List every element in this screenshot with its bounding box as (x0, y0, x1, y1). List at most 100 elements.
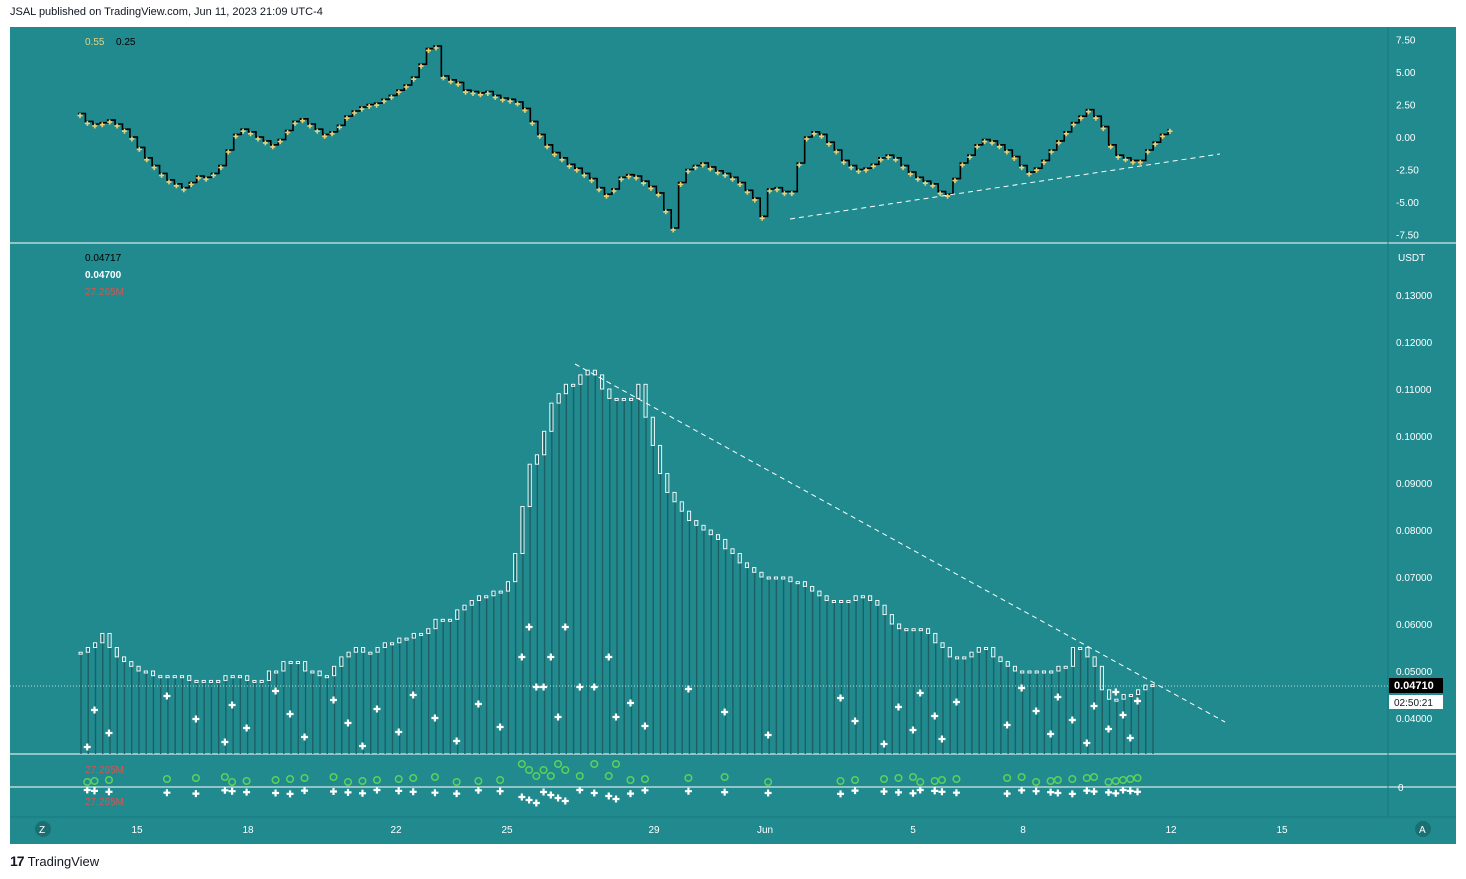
candle-body (513, 553, 518, 583)
oscillator-marker (826, 141, 832, 147)
cross-marker (83, 743, 91, 751)
candle-body (122, 656, 127, 663)
oscillator-marker (878, 157, 884, 163)
candle-body (962, 656, 967, 660)
candle-body (295, 661, 300, 665)
time-axis[interactable]: 15 18 22 25 29 Jun 5 8 12 15 (131, 825, 1288, 836)
volume-circle (329, 772, 338, 782)
main-y-tick-5: 0.08000 (1396, 526, 1433, 537)
candle-body (875, 600, 880, 606)
cross-marker (1090, 788, 1098, 795)
candle-body (585, 369, 590, 376)
volume-legend: 27.265M (85, 287, 124, 298)
candle-body (1114, 698, 1119, 702)
volume-circle (228, 777, 237, 787)
cross-marker (1047, 730, 1055, 738)
main-y-axis[interactable]: 0.13000 0.12000 0.11000 0.10000 0.09000 0.080… (1396, 291, 1433, 725)
volume-circle (764, 777, 773, 787)
candle-body (868, 595, 873, 601)
last-price-tag-text: 0.04710 (1394, 680, 1434, 692)
volume-circle (496, 775, 505, 785)
oscillator-marker (1123, 157, 1129, 163)
volume-circle (300, 773, 309, 783)
cross-marker (605, 792, 613, 800)
chart-canvas[interactable]: 7.505.002.500.00-2.50-5.00-7.50 0.130000… (10, 27, 1456, 844)
auto-scale-button-label: A (1419, 825, 1426, 836)
oscillator-marker (1034, 167, 1040, 173)
candle-body (1063, 665, 1068, 669)
volume-circle (590, 759, 599, 769)
auto-scale-button[interactable] (1415, 821, 1431, 837)
oscillator-marker (1019, 165, 1025, 171)
top-y-axis[interactable]: 7.50 5.00 2.50 0.00 -2.50 -5.00 -7.50 (1396, 36, 1419, 242)
oscillator-marker (114, 123, 120, 129)
oscillator-marker (203, 176, 209, 182)
oscillator-marker (1160, 133, 1166, 139)
volume-circle (83, 777, 92, 787)
volume-circle (539, 765, 548, 775)
oscillator-legend-value2: 0.25 (116, 37, 136, 48)
candle-body (165, 675, 170, 679)
candle-body (940, 642, 945, 648)
countdown-text: 02:50:21 (1394, 698, 1433, 709)
oscillator-marker (470, 91, 476, 96)
oscillator-marker (833, 149, 839, 155)
cross-marker (561, 623, 569, 631)
oscillator-marker (166, 179, 172, 185)
volume-circle (452, 777, 461, 787)
zoom-button[interactable] (35, 821, 51, 837)
candle-body (288, 661, 293, 665)
cross-marker (243, 724, 251, 732)
candle-body (795, 581, 800, 585)
last-price-tag[interactable] (1389, 678, 1443, 693)
cross-marker (931, 712, 939, 720)
oscillator-marker (633, 175, 639, 181)
oscillator-marker (366, 104, 372, 109)
candle-body (78, 651, 83, 655)
x-tick-6: 5 (910, 825, 916, 836)
cross-marker (163, 692, 171, 700)
oscillator-marker (1115, 154, 1121, 160)
candle-body (433, 618, 438, 630)
candle-body (824, 595, 829, 601)
candle-body (158, 675, 163, 679)
cross-marker (554, 713, 562, 721)
volume-circle (1118, 775, 1128, 785)
main-y-tick-2: 0.11000 (1396, 385, 1432, 396)
cross-marker (525, 623, 533, 631)
cross-marker (837, 790, 845, 798)
candle-body (752, 567, 757, 573)
candle-body (476, 595, 482, 601)
x-tick-9: 15 (1276, 825, 1288, 836)
candle-body (658, 444, 663, 475)
candle-body (484, 595, 489, 599)
cross-marker (1134, 788, 1142, 796)
cross-marker (431, 789, 439, 797)
oscillator-marker (603, 193, 609, 199)
candle-body (223, 675, 228, 681)
oscillator-marker (159, 172, 165, 178)
candle-body (114, 647, 119, 658)
candle-body (346, 651, 351, 658)
oscillator-marker (663, 209, 669, 215)
cross-marker (626, 790, 634, 798)
candle-body (976, 647, 981, 653)
cross-marker (641, 786, 649, 794)
oscillator-marker (277, 139, 283, 145)
candle-body (447, 618, 453, 622)
cross-marker (518, 793, 526, 801)
chart-frame[interactable]: 7.50 5.00 2.50 0.00 -2.50 -5.00 -7.50 0.13000 0… (10, 27, 1456, 844)
oscillator-marker (559, 157, 565, 163)
oscillator-marker (767, 188, 773, 194)
cross-marker (221, 786, 229, 794)
oscillator-marker (418, 63, 424, 69)
price-trendline[interactable] (574, 363, 1226, 723)
candle-body (129, 661, 134, 667)
cross-marker (90, 706, 98, 714)
oscillator-marker (915, 176, 921, 182)
tradingview-logo[interactable]: 17 TradingView (10, 852, 99, 870)
oscillator-trendline[interactable] (789, 153, 1221, 220)
zoom-button-label: Z (39, 825, 45, 836)
oscillator-marker (982, 139, 988, 145)
oscillator-marker (388, 94, 394, 100)
